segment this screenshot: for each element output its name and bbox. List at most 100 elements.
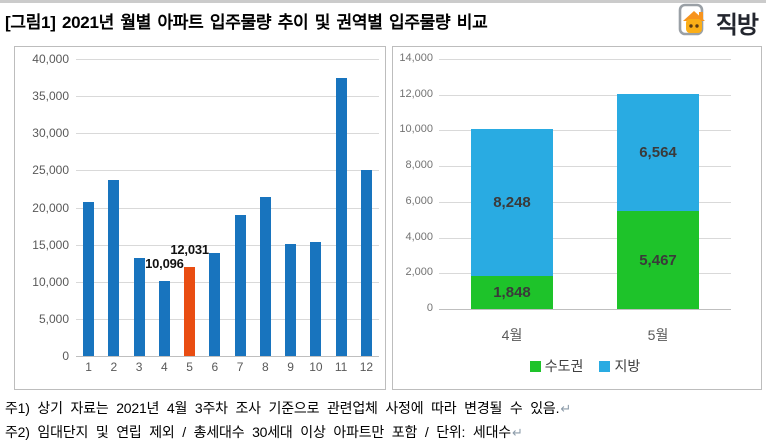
legend-label: 지방 [614,358,641,374]
x-tick-label: 7 [236,360,244,374]
bar-slot-month-3 [127,59,152,356]
x-tick-label: 8 [262,360,269,374]
x-tick-label: 10 [309,360,323,374]
bar-month-8 [259,197,271,356]
legend-item-지방: 지방 [599,356,640,376]
segment-지방: 8,248 [471,128,553,276]
x-tick-label: 5 [186,360,193,374]
x-tick-label: 3 [135,360,143,374]
y-tick-label: 12,000 [399,87,433,100]
x-tick-label: 12 [359,360,374,374]
legend-swatch-icon [529,360,541,372]
zigbang-logo: 직방 [677,3,759,42]
return-mark-icon: ↵ [560,401,572,416]
right-chart-plot-area [439,59,731,310]
bar-slot-month-6 [202,59,227,356]
bar-month-5 [184,266,196,356]
left-chart-y-axis: 0 5,000 10,000 15,000 20,000 25,000 30,000 35,0… [19,52,69,363]
top-border-strip [0,0,766,3]
bar-slot-month-12 [354,59,379,356]
left-chart-bars [76,59,379,356]
bar-slot-month-11 [329,59,354,356]
gridline [76,244,379,246]
gridline [439,237,731,239]
bar-month-4 [158,281,170,356]
y-tick-label: 10,000 [399,123,433,136]
bar-slot-month-4 [152,59,177,356]
y-tick-label: 20,000 [32,200,69,215]
gridline [76,356,379,357]
gridline [439,94,731,96]
x-tick-label: 2 [110,360,118,374]
y-tick-label: 2,000 [405,266,433,279]
segment-value-label: 8,248 [493,193,531,211]
y-tick-label: 5,000 [38,311,69,326]
bar-month-11 [335,77,347,356]
gridline [76,318,379,320]
x-tick-label: 9 [287,360,294,374]
footnote-2-text: 주2) 임대단지 및 연립 제외 / 총세대수 30세대 이상 아파트만 포함 … [5,424,511,440]
regional-comparison-chart-panel: 0 2,000 4,000 6,000 8,000 10,000 12,000 14,000 … [392,46,762,390]
gridline [439,59,731,60]
return-mark-icon: ↵ [511,425,523,440]
y-tick-label: 10,000 [32,274,69,289]
y-tick-label: 40,000 [32,52,69,66]
stacked-bar-slot-5월: 5,467 6,564 [585,59,731,309]
stacked-bar-5월: 5,467 6,564 [617,59,699,309]
zigbang-logo-text: 직방 [715,12,759,39]
x-tick-label: 11 [334,360,348,374]
footnote-2: 주2) 임대단지 및 연립 제외 / 총세대수 30세대 이상 아파트만 포함 … [5,422,761,442]
x-tick-label: 4 [161,360,168,374]
x-tick-label: 1 [85,360,92,374]
y-tick-label: 25,000 [32,163,69,178]
x-tick-label: 5월 [647,327,669,343]
segment-지방: 6,564 [617,94,699,212]
right-chart-legend: 수도권 지방 [439,356,731,376]
bar-slot-month-8 [253,59,278,356]
y-tick-label: 14,000 [399,52,433,64]
gridline [76,133,379,135]
gridline [439,309,731,310]
zigbang-house-icon [677,3,713,42]
left-chart-x-axis: 1 2 3 4 5 6 7 8 9 10 11 12 [76,360,379,374]
bar-month-6 [209,252,221,356]
gridline [76,96,379,98]
bar-month-2 [108,180,120,356]
right-chart-x-axis: 4월 5월 [439,325,731,345]
bar-slot-month-9 [278,59,303,356]
monthly-volume-chart-panel: 0 5,000 10,000 15,000 20,000 25,000 30,000 35,0… [14,46,386,390]
gridline [439,166,731,168]
footnote-1: 주1) 상기 자료는 2021년 4월 3주차 조사 기준으로 관련업체 사정에… [5,398,761,418]
segment-value-label: 6,564 [639,144,677,162]
segment-수도권: 5,467 [617,211,699,309]
gridline [76,170,379,172]
y-tick-label: 4,000 [405,230,433,243]
stacked-bar-slot-4월: 1,848 8,248 [439,59,585,309]
bar-month-12 [360,169,372,356]
segment-value-label: 1,848 [493,284,531,301]
stacked-bar-4월: 1,848 8,248 [471,59,553,309]
bar-slot-month-2 [101,59,126,356]
legend-item-수도권: 수도권 [529,356,584,376]
y-tick-label: 0 [426,302,433,314]
gridline [439,273,731,275]
y-tick-label: 8,000 [405,159,433,172]
bar-slot-month-10 [303,59,328,356]
y-tick-label: 6,000 [405,194,433,207]
bar-slot-month-7 [228,59,253,356]
bar-slot-month-1 [76,59,101,356]
segment-수도권: 1,848 [471,276,553,309]
gridline [76,281,379,283]
x-tick-label: 4월 [501,327,523,343]
gridline [439,201,731,203]
legend-label: 수도권 [544,358,584,374]
y-tick-label: 35,000 [32,89,69,104]
gridline [439,130,731,132]
gridline [76,207,379,209]
bar-month-9 [285,244,297,356]
bar-month-1 [83,202,95,356]
bar-month-10 [310,241,322,356]
footnote-1-text: 주1) 상기 자료는 2021년 4월 3주차 조사 기준으로 관련업체 사정에… [5,400,560,416]
page-title: [그림1] 2021년 월별 아파트 입주물량 추이 및 권역별 입주물량 비교 [5,13,488,32]
gridline [76,59,379,60]
